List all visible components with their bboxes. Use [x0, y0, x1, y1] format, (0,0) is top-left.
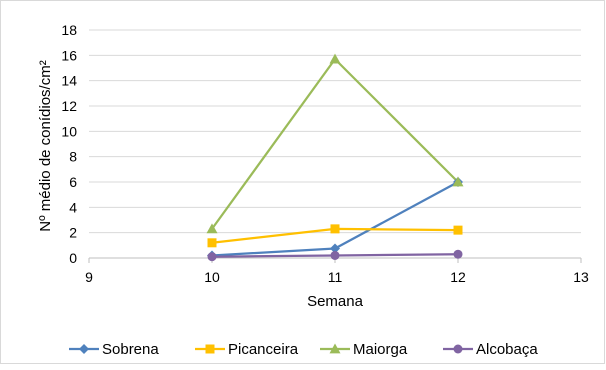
x-tick-label: 13 — [573, 269, 589, 285]
legend-marker-maiorga — [329, 343, 341, 354]
legend-label-sobrena: Sobrena — [102, 341, 159, 358]
y-tick-label: 0 — [69, 250, 77, 266]
data-point-alcobaca — [207, 252, 217, 262]
legend-label-maiorga: Maiorga — [353, 341, 408, 358]
data-point-maiorga — [329, 53, 341, 64]
x-tick-label: 11 — [328, 269, 343, 285]
data-point-maiorga — [206, 223, 218, 234]
legend-marker-picanceira — [205, 344, 215, 354]
series-markers — [206, 53, 464, 262]
tick-labels: 0 2 4 6 8 10 12 14 16 18 9 10 11 12 13 — [61, 22, 589, 285]
y-tick-label: 12 — [61, 98, 77, 114]
x-tick-label: 12 — [450, 269, 466, 285]
y-tick-label: 18 — [61, 22, 77, 38]
x-tick-label: 10 — [204, 269, 220, 285]
legend-label-alcobaca: Alcobaça — [476, 341, 538, 358]
data-point-alcobaca — [330, 250, 340, 260]
data-point-picanceira — [453, 225, 463, 235]
gridlines — [89, 29, 581, 234]
y-axis-label: Nº médio de conídios/cm² — [37, 60, 54, 231]
y-tick-label: 2 — [69, 225, 77, 241]
y-tick-label: 16 — [61, 47, 77, 63]
data-point-sobrena — [330, 243, 340, 254]
series-line-maiorga — [211, 58, 459, 230]
y-tick-label: 10 — [61, 123, 77, 139]
data-point-alcobaca — [453, 249, 463, 259]
data-point-maiorga — [452, 176, 464, 187]
data-point-picanceira — [330, 224, 340, 234]
legend-label-picanceira: Picanceira — [228, 341, 299, 358]
data-point-picanceira — [207, 238, 217, 248]
y-tick-label: 4 — [69, 199, 77, 215]
y-tick-label: 14 — [61, 73, 77, 89]
legend: Sobrena Picanceira Maiorga Alcobaça — [69, 341, 538, 358]
x-tick-label: 9 — [85, 269, 93, 285]
y-tick-label: 8 — [69, 149, 77, 165]
x-axis-label: Semana — [307, 293, 364, 310]
legend-marker-alcobaca — [453, 344, 463, 354]
legend-marker-sobrena — [79, 344, 89, 354]
y-tick-label: 6 — [69, 174, 77, 190]
